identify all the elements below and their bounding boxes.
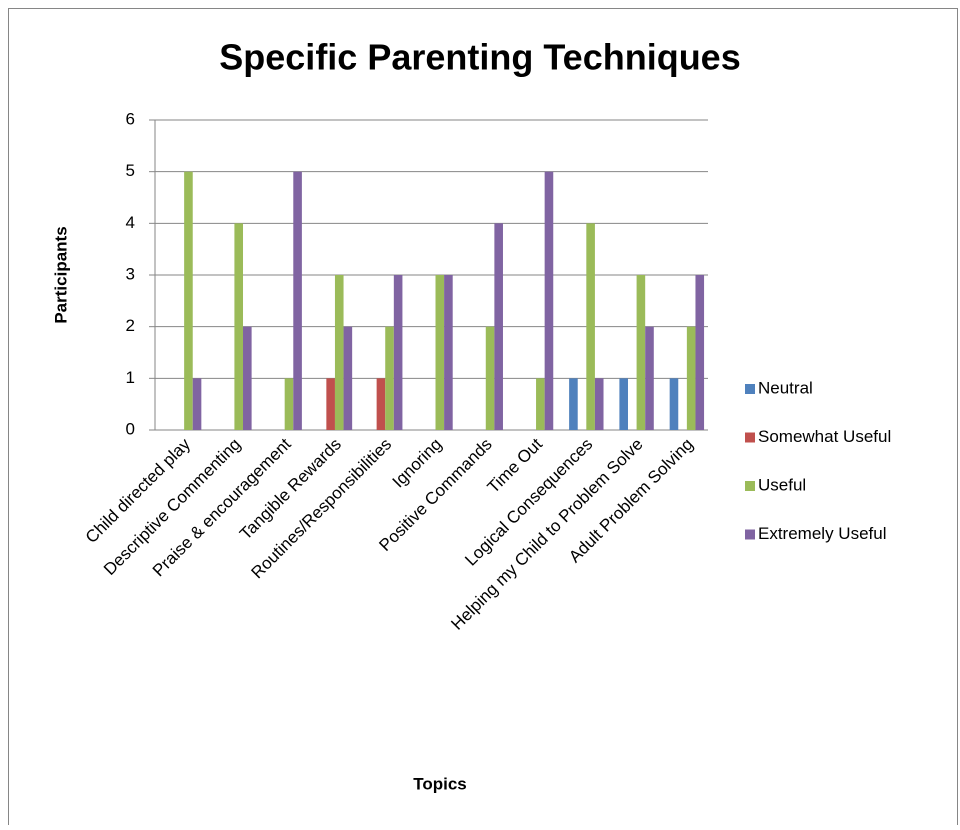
bar xyxy=(636,275,646,430)
legend-swatch xyxy=(745,432,755,443)
bar xyxy=(376,378,386,430)
y-tick-label: 0 xyxy=(126,419,135,438)
y-tick-label: 1 xyxy=(126,368,135,387)
bar xyxy=(695,275,705,430)
bar xyxy=(393,275,403,430)
bar xyxy=(619,378,628,430)
y-tick-label: 6 xyxy=(126,109,135,128)
y-tick-label: 4 xyxy=(126,213,135,232)
y-tick-label: 3 xyxy=(126,264,135,283)
bar xyxy=(569,378,578,430)
bar xyxy=(645,326,654,430)
chart-title: Specific Parenting Techniques xyxy=(219,37,740,78)
bar xyxy=(184,171,193,430)
bar xyxy=(385,326,394,430)
legend-swatch xyxy=(745,384,755,394)
bar xyxy=(192,378,202,430)
legend-swatch xyxy=(745,481,755,491)
x-axis-label: Topics xyxy=(413,774,467,793)
bar xyxy=(594,378,604,430)
bar xyxy=(485,326,495,430)
bar xyxy=(544,171,554,430)
bar xyxy=(444,275,453,430)
legend-label: Useful xyxy=(758,475,806,494)
legend-swatch xyxy=(745,529,755,540)
legend-label: Somewhat Useful xyxy=(758,427,891,446)
bar xyxy=(243,326,252,430)
bar xyxy=(334,275,344,430)
y-tick-label: 5 xyxy=(126,161,135,180)
bar xyxy=(293,171,302,430)
legend-label: Extremely Useful xyxy=(758,524,886,543)
bar xyxy=(326,378,335,430)
bar xyxy=(494,223,503,430)
bar xyxy=(536,378,545,430)
legend-label: Neutral xyxy=(758,378,813,397)
bar xyxy=(343,326,353,430)
y-axis-label: Participants xyxy=(51,226,70,323)
bar xyxy=(234,223,244,430)
bar xyxy=(686,326,696,430)
bar xyxy=(586,223,595,430)
y-tick-label: 2 xyxy=(126,316,135,335)
chart-frame xyxy=(8,8,958,830)
bar xyxy=(435,275,445,430)
bar xyxy=(284,378,294,430)
bar xyxy=(669,378,679,430)
